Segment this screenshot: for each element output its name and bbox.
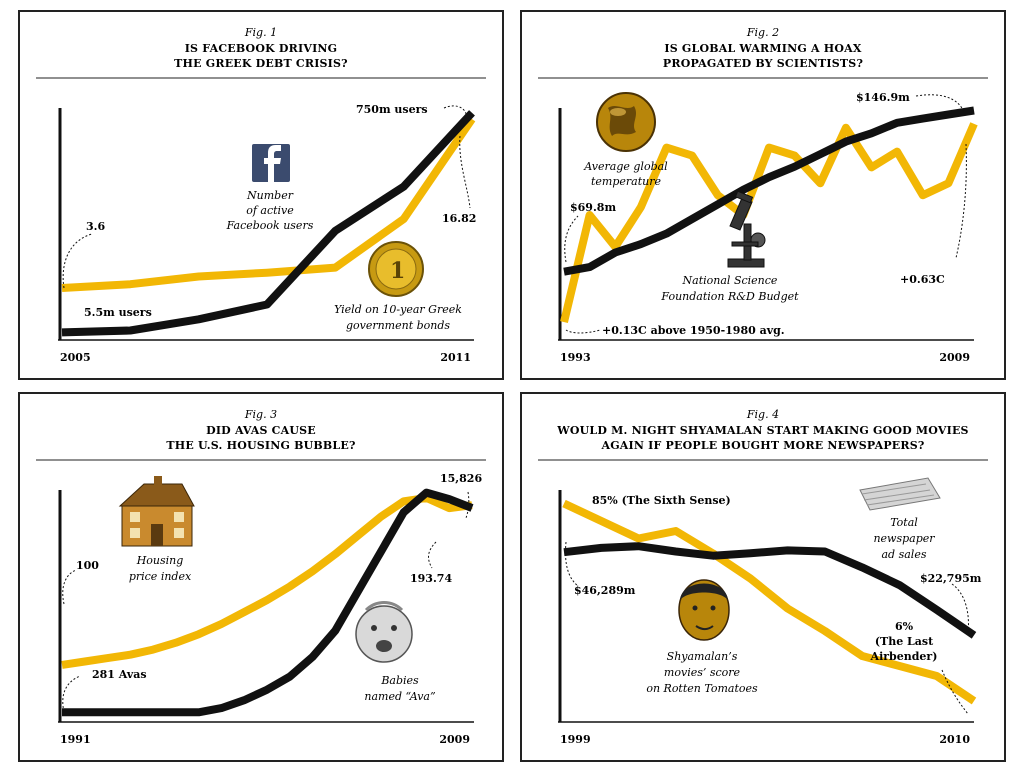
leader-line: [564, 215, 579, 263]
chart-panel-4: Fig. 4 WOULD M. NIGHT SHYAMALAN START MA…: [520, 392, 1006, 762]
gold-caption-line: Average global: [583, 160, 668, 173]
annotation-gold-end: Airbender): [870, 650, 938, 663]
chart-title-line1: IS FACEBOOK DRIVING: [185, 42, 338, 55]
chart-title-line2: PROPAGATED BY SCIENTISTS?: [663, 57, 863, 70]
black-caption-line: Number: [246, 189, 294, 202]
leader-line: [62, 569, 77, 605]
microscope-icon: [727, 190, 766, 268]
fig-label: Fig. 1: [244, 26, 277, 39]
annotation-gold-end: 6%: [895, 620, 914, 633]
leader-line: [565, 329, 601, 334]
x-start-label: 2005: [60, 351, 91, 364]
chart-title-line2: THE GREEK DEBT CRISIS?: [174, 57, 348, 70]
chart-svg-2: Fig. 2 IS GLOBAL WARMING A HOAX PROPAGAT…: [538, 26, 988, 364]
black-caption-line: ad sales: [882, 548, 927, 561]
leader-line: [62, 675, 81, 713]
leader-line: [941, 669, 969, 715]
black-caption-line: newspaper: [873, 532, 935, 545]
annotation-black-end: 15,826: [440, 472, 482, 485]
gold-caption-line: Yield on 10-year Greek: [334, 303, 462, 316]
chart-svg-3: Fig. 3 DID AVAS CAUSE THE U.S. HOUSING B…: [36, 408, 486, 746]
annotation-gold-end: 16.82: [442, 212, 476, 225]
black-caption-line: Babies: [380, 674, 419, 687]
gold-caption-line: temperature: [591, 175, 661, 188]
chart-title-line1: DID AVAS CAUSE: [206, 424, 316, 437]
annotation-gold-end: 193.74: [410, 572, 452, 585]
fig-label: Fig. 3: [244, 408, 277, 421]
chart-panel-3: Fig. 3 DID AVAS CAUSE THE U.S. HOUSING B…: [18, 392, 504, 762]
leader-line: [955, 143, 967, 259]
gold-caption-line: movies’ score: [664, 666, 741, 679]
leader-line: [428, 541, 437, 569]
gold-caption-line: on Rotten Tomatoes: [646, 682, 758, 695]
annotation-black-start: 281 Avas: [92, 668, 147, 681]
annotation-gold-end: (The Last: [875, 635, 934, 648]
x-end-label: 2010: [939, 733, 970, 746]
annotation-black-start: $69.8m: [570, 201, 616, 214]
annotation-gold-start: 85% (The Sixth Sense): [592, 494, 731, 507]
leader-line: [465, 491, 470, 519]
chart-svg-1: Fig. 1 IS FACEBOOK DRIVING THE GREEK DEB…: [36, 26, 486, 364]
facebook-icon: [252, 144, 290, 182]
x-end-label: 2011: [440, 351, 471, 364]
series-line-ava-babies: [62, 488, 474, 717]
series-line-nsf-budget: [563, 106, 975, 276]
chart-title-line2: THE U.S. HOUSING BUBBLE?: [166, 439, 355, 452]
fig-label: Fig. 4: [746, 408, 779, 421]
chart-panel-2: Fig. 2 IS GLOBAL WARMING A HOAX PROPAGAT…: [520, 10, 1006, 380]
series-line-newspaper-ad-sales: [563, 542, 977, 639]
black-caption-line: Facebook users: [226, 219, 314, 232]
black-caption-line: Total: [890, 516, 918, 529]
newspaper-icon: [859, 477, 941, 511]
series-line-temperature: [560, 122, 978, 324]
leader-line: [443, 105, 467, 119]
x-end-label: 2009: [439, 733, 470, 746]
x-start-label: 1991: [60, 733, 91, 746]
leader-line: [62, 233, 93, 289]
gold-caption-line: Shyamalan’s: [667, 650, 738, 663]
series-line-bond-yield: [61, 116, 476, 292]
chart-panel-1: Fig. 1 IS FACEBOOK DRIVING THE GREEK DEB…: [18, 10, 504, 380]
annotation-gold-start: +0.13C above 1950-1980 avg.: [602, 324, 785, 337]
chart-svg-4: Fig. 4 WOULD M. NIGHT SHYAMALAN START MA…: [538, 408, 988, 746]
annotation-black-end: $146.9m: [856, 91, 910, 104]
x-start-label: 1999: [560, 733, 591, 746]
baby-icon: [355, 601, 413, 663]
leader-line: [951, 583, 969, 635]
gold-caption-line: Housing: [136, 554, 184, 567]
x-start-label: 1993: [560, 351, 591, 364]
series-line-housing-index: [61, 493, 473, 669]
annotation-gold-start: 100: [76, 559, 99, 572]
annotation-black-start: $46,289m: [574, 584, 636, 597]
annotation-gold-end: +0.63C: [900, 273, 945, 286]
annotation-gold-start: 3.6: [86, 220, 105, 233]
black-caption-line: named “Ava”: [364, 690, 435, 703]
fig-label: Fig. 2: [746, 26, 779, 39]
chart-title-line2: AGAIN IF PEOPLE BOUGHT MORE NEWSPAPERS?: [600, 439, 924, 452]
chart-title-line1: IS GLOBAL WARMING A HOAX: [664, 42, 861, 55]
x-end-label: 2009: [939, 351, 970, 364]
annotation-black-end: $22,795m: [920, 572, 982, 585]
euro-coin-icon: 1: [368, 241, 424, 297]
face-icon: [678, 579, 730, 641]
black-caption-line: Foundation R&D Budget: [660, 290, 799, 303]
gold-caption-line: government bonds: [346, 319, 450, 332]
series-line-facebook-users: [61, 110, 475, 337]
globe-icon: [596, 92, 656, 152]
leader-line: [459, 135, 471, 209]
series-line-rotten-tomatoes: [562, 499, 977, 705]
black-caption-line: National Science: [682, 274, 778, 287]
leader-line: [565, 541, 579, 587]
annotation-black-end: 750m users: [356, 103, 428, 116]
annotation-black-start: 5.5m users: [84, 306, 152, 319]
svg-text:1: 1: [390, 258, 405, 284]
house-icon: [118, 476, 195, 547]
black-caption-line: of active: [246, 204, 294, 217]
gold-caption-line: price index: [129, 570, 192, 583]
chart-title-line1: WOULD M. NIGHT SHYAMALAN START MAKING GO…: [556, 424, 968, 437]
